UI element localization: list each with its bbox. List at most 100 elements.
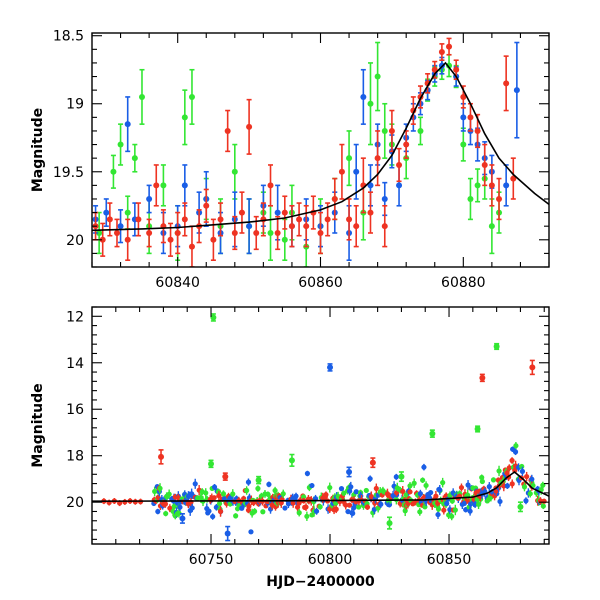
data-point-green	[117, 123, 124, 166]
data-point-red	[246, 502, 252, 511]
data-point-blue	[189, 503, 195, 513]
data-point-red	[238, 191, 245, 234]
data-point-blue	[486, 482, 492, 492]
data-point-red	[253, 215, 260, 251]
x-tick-label: 60840	[155, 275, 200, 291]
dense-band	[101, 441, 547, 535]
data-point-green	[157, 483, 163, 494]
data-point-green	[449, 498, 455, 504]
data-point-blue	[146, 184, 153, 214]
data-point-green	[452, 504, 458, 516]
data-point-blue	[513, 41, 520, 139]
data-point-red	[369, 457, 376, 469]
data-point-red	[403, 130, 410, 159]
data-point-red	[174, 211, 181, 255]
data-point-green	[398, 471, 405, 483]
data-point-red	[181, 202, 188, 237]
top-panel: 60840 60860 60880 18.5 19 19.5 20 Magnitude	[30, 29, 550, 291]
data-point-green	[252, 508, 258, 515]
data-point-red	[488, 164, 495, 207]
y-tick-label: 12	[66, 309, 84, 325]
data-point-blue	[437, 485, 443, 495]
data-point-red	[506, 464, 512, 472]
data-point-red	[438, 43, 445, 62]
data-point-red	[333, 505, 339, 514]
data-point-blue	[461, 500, 468, 506]
data-point-red	[211, 495, 217, 501]
bottom-panel: 60750 60800 60850 12 14 16 18 20 Magnitude HJD−24…	[30, 306, 550, 590]
data-point-red	[458, 483, 465, 492]
data-point-green	[356, 504, 362, 510]
data-point-red	[167, 222, 174, 257]
x-tick-label: 60750	[189, 552, 234, 568]
data-point-red	[479, 373, 486, 383]
data-point-green	[233, 513, 239, 519]
data-point-red	[217, 202, 224, 237]
data-point-blue	[523, 497, 529, 505]
data-point-red	[446, 37, 453, 56]
data-point-blue	[103, 198, 110, 227]
data-point-green	[513, 441, 519, 450]
data-point-red	[303, 503, 309, 511]
data-point-green	[131, 143, 138, 173]
data-point-green	[490, 477, 497, 483]
data-point-green	[166, 489, 172, 499]
data-point-red	[510, 157, 517, 200]
data-point-blue	[282, 505, 288, 511]
data-point-red	[113, 218, 120, 248]
data-point-red	[158, 449, 165, 465]
data-point-red	[135, 202, 142, 237]
data-point-green	[160, 164, 167, 207]
data-point-red	[224, 109, 231, 153]
data-point-red	[160, 209, 167, 244]
data-point-blue	[210, 513, 216, 520]
data-point-blue	[426, 493, 432, 500]
data-point-blue	[519, 466, 526, 476]
data-point-red	[541, 498, 547, 504]
data-point-red	[274, 215, 281, 251]
data-point-green	[435, 506, 442, 512]
data-point-green	[288, 453, 295, 467]
data-point-red	[410, 96, 417, 125]
data-point-blue	[117, 209, 124, 244]
data-point-red	[323, 491, 329, 498]
data-point-blue	[181, 164, 188, 207]
data-point-blue	[245, 478, 252, 486]
data-point-red	[246, 98, 253, 155]
data-point-red	[396, 147, 403, 183]
data-point-green	[496, 465, 502, 477]
data-point-green	[181, 89, 188, 146]
data-point-red	[503, 55, 510, 112]
data-point-red	[260, 202, 267, 237]
data-point-green	[420, 477, 426, 483]
data-point-red	[400, 486, 406, 497]
data-point-red	[210, 218, 217, 261]
data-point-red	[327, 505, 333, 514]
y-tick-label: 19	[66, 97, 84, 113]
data-point-green	[280, 489, 286, 498]
data-point-green	[296, 509, 302, 517]
data-point-red	[231, 215, 238, 251]
data-point-red	[99, 222, 106, 257]
data-point-red	[441, 505, 447, 515]
x-tick-label: 60860	[298, 275, 343, 291]
data-point-green	[417, 116, 424, 146]
y-tick-label: 20	[66, 495, 84, 511]
data-point-blue	[353, 143, 360, 200]
data-point-green	[163, 510, 169, 517]
data-point-red	[481, 143, 488, 187]
data-point-red	[501, 480, 507, 492]
data-point-blue	[360, 68, 367, 125]
data-point-green	[138, 68, 145, 125]
data-point-blue	[378, 500, 384, 508]
data-point-blue	[313, 507, 320, 515]
y-tick-label: 14	[66, 356, 84, 372]
data-point-blue	[179, 512, 186, 524]
data-point-blue	[512, 448, 519, 456]
x-tick-label: 60880	[441, 275, 486, 291]
data-point-green	[272, 486, 278, 495]
data-point-green	[474, 425, 481, 433]
plot-area	[92, 37, 549, 267]
data-point-red	[346, 502, 353, 508]
data-point-green	[386, 516, 393, 530]
